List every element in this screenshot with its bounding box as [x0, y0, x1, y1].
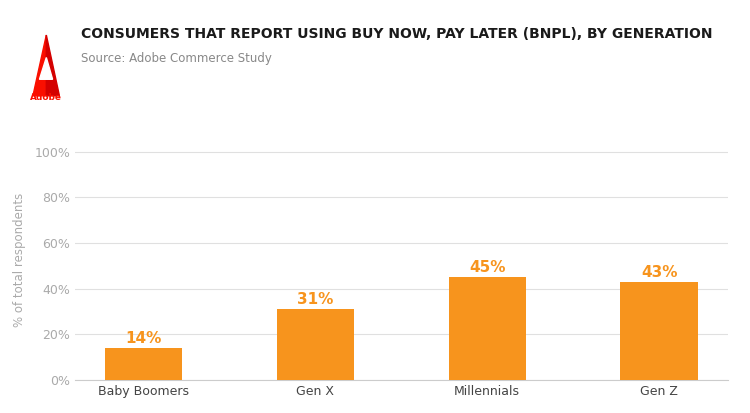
- Text: Source: Adobe Commerce Study: Source: Adobe Commerce Study: [81, 52, 272, 64]
- Polygon shape: [46, 35, 59, 96]
- Bar: [277, 309, 354, 380]
- Y-axis label: % of total respondents: % of total respondents: [13, 193, 26, 328]
- Text: Adobe: Adobe: [30, 93, 62, 102]
- Text: 43%: 43%: [641, 265, 677, 280]
- Polygon shape: [40, 57, 53, 79]
- Bar: [620, 282, 698, 380]
- Text: CONSUMERS THAT REPORT USING BUY NOW, PAY LATER (BNPL), BY GENERATION: CONSUMERS THAT REPORT USING BUY NOW, PAY…: [81, 27, 712, 41]
- Polygon shape: [33, 35, 46, 96]
- Text: 14%: 14%: [125, 331, 161, 346]
- Text: 31%: 31%: [297, 292, 334, 307]
- Bar: [448, 277, 526, 380]
- Text: 45%: 45%: [469, 260, 506, 275]
- Bar: [105, 348, 182, 380]
